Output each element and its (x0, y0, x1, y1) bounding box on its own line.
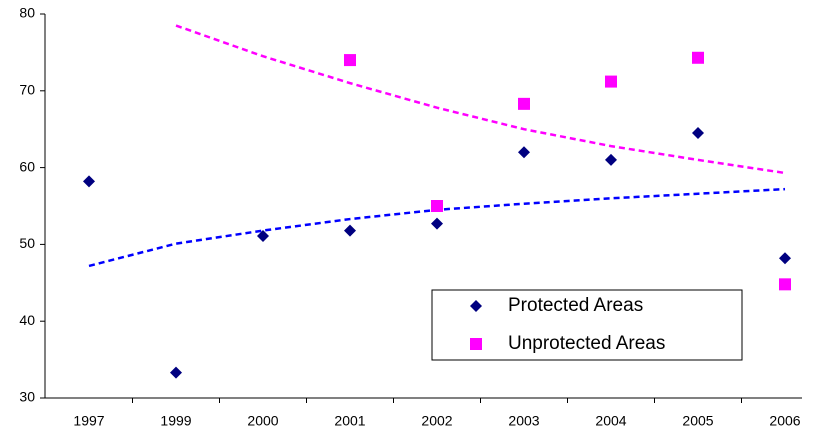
diamond-marker (431, 217, 443, 230)
x-tick-label: 1997 (73, 413, 104, 429)
legend-label: Unprotected Areas (508, 333, 665, 354)
diamond-marker (83, 175, 95, 188)
diamond-marker (779, 252, 791, 265)
x-tick-label: 2004 (595, 413, 626, 429)
diamond-marker (470, 300, 482, 312)
square-marker (605, 75, 617, 88)
square-marker (344, 54, 356, 67)
square-marker (518, 97, 530, 110)
legend: Protected Areas Unprotected Areas (431, 289, 743, 361)
diamond-marker (344, 224, 356, 237)
diamond-marker (257, 229, 269, 242)
x-tick-label: 2005 (682, 413, 713, 429)
x-tick-label: 2006 (769, 413, 800, 429)
x-tick-label: 2003 (508, 413, 539, 429)
diamond-marker (170, 366, 182, 379)
y-tick-label: 30 (19, 389, 35, 405)
trend-line (175, 24, 786, 175)
y-tick-label: 60 (19, 158, 35, 174)
y-tick-label: 50 (19, 235, 35, 251)
square-marker (431, 200, 443, 212)
x-tick-label: 2000 (247, 413, 278, 429)
diamond-marker (605, 153, 617, 166)
diamond-marker (692, 127, 704, 140)
x-tick-label: 2001 (334, 413, 365, 429)
square-marker (692, 51, 704, 64)
legend-label: Protected Areas (508, 295, 643, 316)
diamond-marker (518, 146, 530, 159)
square-marker (779, 278, 791, 291)
y-tick-label: 40 (19, 312, 35, 328)
y-tick-label: 80 (19, 5, 35, 21)
legend-box (431, 289, 743, 361)
x-tick-label: 2002 (421, 413, 452, 429)
x-tick-label: 1999 (160, 413, 191, 429)
y-tick-label: 70 (19, 82, 35, 98)
square-marker (470, 338, 482, 350)
